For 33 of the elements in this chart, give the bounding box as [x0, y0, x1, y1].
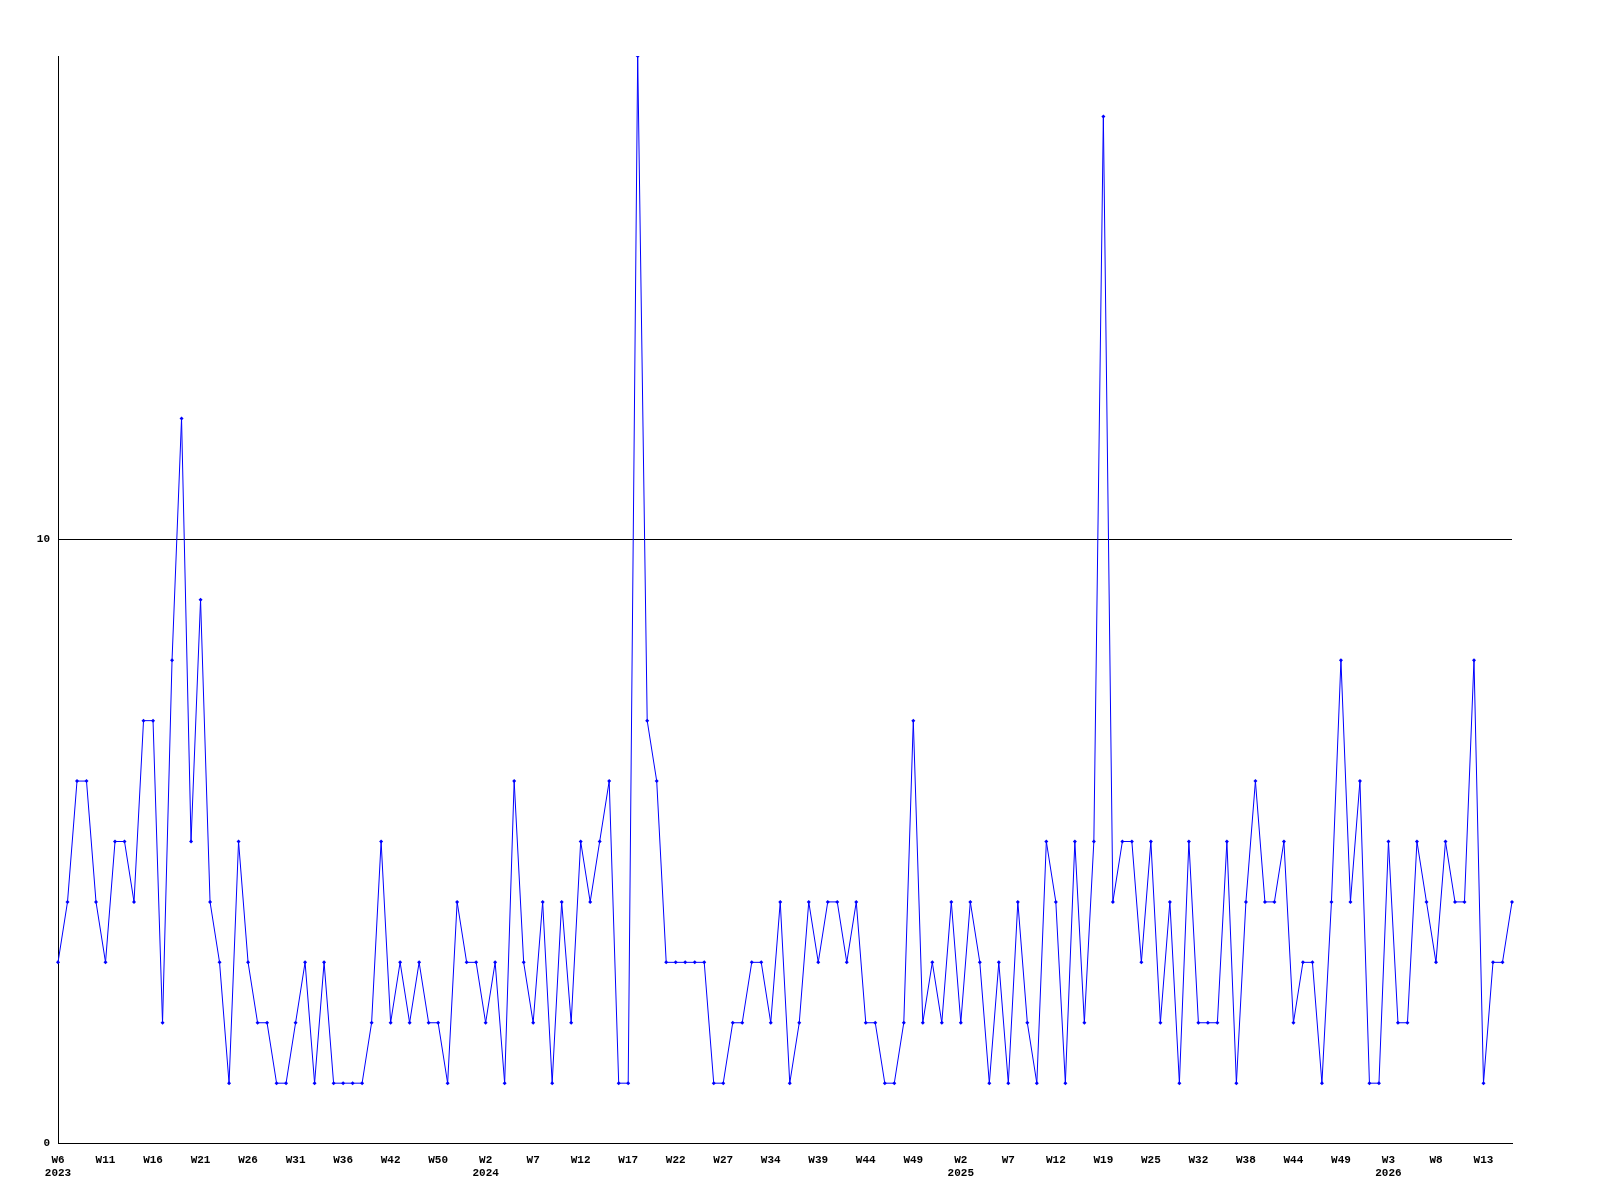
x-tick-label: W6 2023 — [44, 1153, 72, 1180]
x-tick-label: W2 2024 — [472, 1153, 500, 1180]
x-tick-label: W34 — [760, 1153, 782, 1166]
x-tick-label: W25 — [1140, 1153, 1162, 1166]
x-tick-label: W11 — [95, 1153, 116, 1166]
y-tick-label: 10 — [36, 533, 50, 546]
y-tick-label: 0 — [43, 1137, 50, 1150]
x-tick-label: W50 — [428, 1153, 449, 1166]
x-tick-label: W3 2026 — [1375, 1153, 1402, 1180]
x-tick-label: W19 — [1093, 1153, 1114, 1166]
x-tick-label: W49 — [1331, 1153, 1351, 1166]
x-tick-label: W17 — [618, 1153, 639, 1166]
x-tick-label: W21 — [190, 1153, 211, 1166]
x-tick-label: W12 — [1045, 1153, 1066, 1166]
x-tick-label: W27 — [713, 1153, 734, 1166]
x-tick-label: W8 — [1429, 1153, 1443, 1166]
x-tick-label: W42 — [380, 1153, 401, 1166]
x-tick-label: W31 — [285, 1153, 306, 1166]
x-tick-label: W38 — [1236, 1153, 1257, 1166]
x-tick-label: W22 — [665, 1153, 686, 1166]
x-tick-label: W49 — [903, 1153, 924, 1166]
x-tick-label: W44 — [855, 1153, 877, 1166]
x-tick-label: W26 — [238, 1153, 258, 1166]
x-tick-label: W7 — [526, 1153, 540, 1166]
x-tick-label: W16 — [143, 1153, 163, 1166]
x-tick-label: W2 2025 — [947, 1153, 975, 1180]
x-tick-label: W7 — [1001, 1153, 1015, 1166]
x-tick-label: W12 — [570, 1153, 591, 1166]
x-tick-label: W36 — [333, 1153, 353, 1166]
x-tick-label: W39 — [808, 1153, 829, 1166]
x-tick-label: W13 — [1473, 1153, 1494, 1166]
x-tick-label: W32 — [1188, 1153, 1209, 1166]
x-tick-label: W44 — [1283, 1153, 1304, 1166]
